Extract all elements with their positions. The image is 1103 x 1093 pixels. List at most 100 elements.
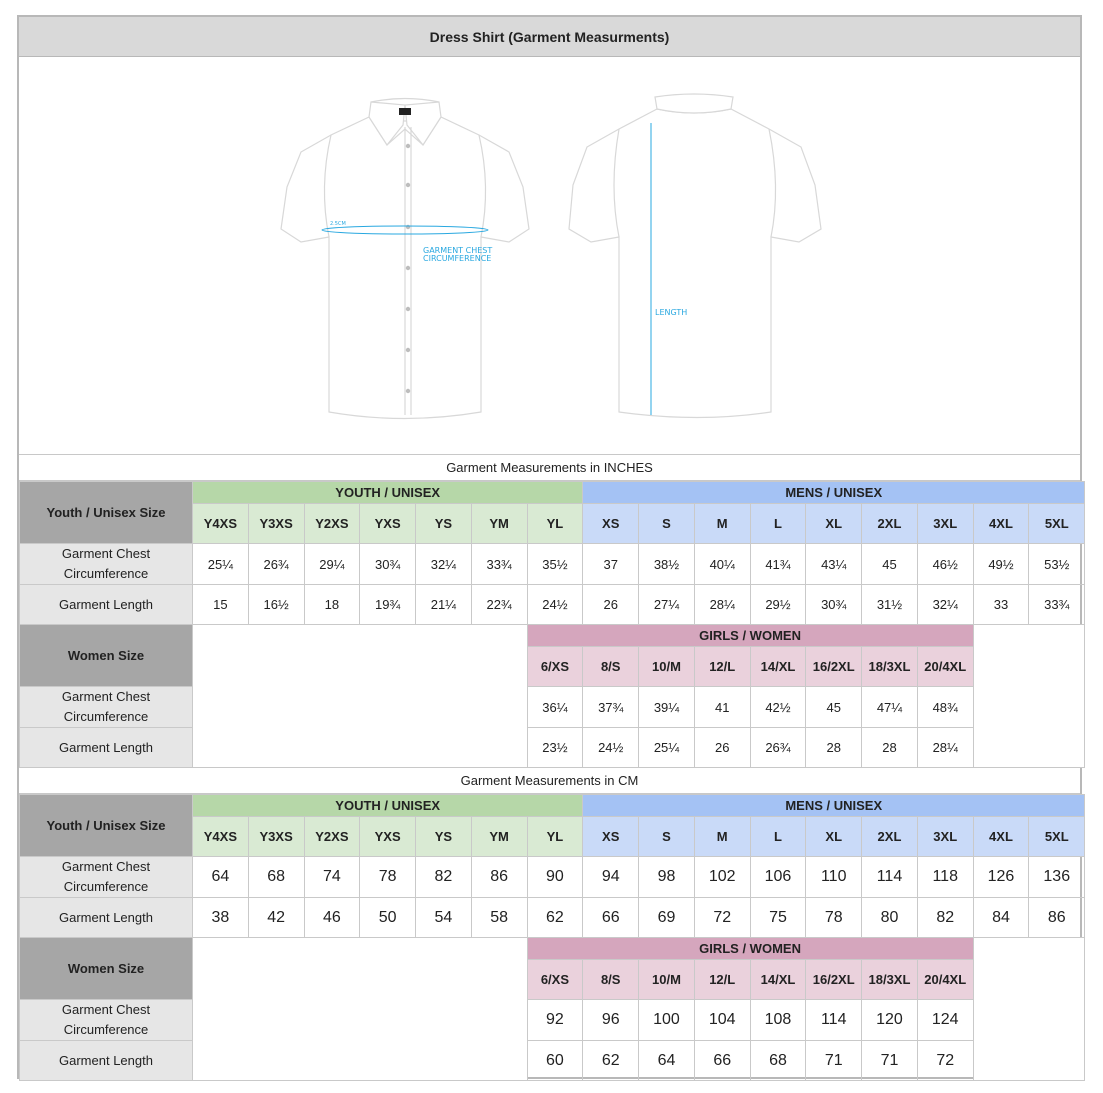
women-measurement-row: Garment Length 23½ 24½ 25¼ 26 26¾ 28 28 28¼	[19, 727, 1085, 768]
value-cell: 25¼	[638, 727, 695, 768]
shirt-illustration: 2.5CM GARMENT CHEST CIRCUMFERENCE LENGTH	[280, 93, 822, 420]
value-cell: 78	[359, 856, 416, 898]
group-header-row: Youth / Unisex Size YOUTH / UNISEX MENS / …	[19, 794, 1086, 857]
brand-logo	[399, 108, 411, 115]
row-label-line2: Circumference	[63, 879, 149, 894]
row-label-line1: Garment Length	[59, 1052, 153, 1068]
row-label: Garment Chest Circumference	[19, 686, 193, 728]
value-cell: 31½	[861, 584, 918, 625]
value-cell: 108	[749, 999, 807, 1041]
value-cell: 30¾	[359, 543, 416, 585]
value-cell: 68	[749, 1040, 807, 1081]
value-cell: 25¼	[192, 543, 249, 585]
women-size-cell: 20/4XL	[916, 959, 974, 1000]
row-label: Garment Chest Circumference	[19, 856, 193, 898]
women-size-row: 6/XS 8/S 10/M 12/L 14/XL 16/2XL 18/3XL 20/4XL	[20, 646, 1085, 687]
row-label-line1: Garment Chest	[61, 689, 151, 704]
row-label: Garment Length	[19, 584, 193, 625]
size-header-cell: Y4XS	[192, 816, 249, 857]
value-cell: 80	[861, 897, 918, 938]
size-header-cell: 3XL	[916, 503, 974, 544]
measurement-row: Garment Length 38 42 46 50 54 58 62 66 69 72 75 78 80…	[19, 897, 1086, 938]
value-cell: 126	[972, 856, 1030, 898]
length-label: LENGTH	[655, 308, 687, 317]
size-header-cell: YL	[526, 816, 584, 857]
value-cell: 124	[916, 999, 974, 1041]
youth-size-header: Youth / Unisex Size	[19, 794, 193, 857]
size-header-cell: 2XL	[861, 503, 918, 544]
women-size-cell: 14/XL	[749, 646, 807, 687]
size-header-cell: Y2XS	[303, 503, 361, 544]
value-cell: 62	[582, 1040, 640, 1081]
blank-area	[192, 937, 528, 1081]
value-cell: 26	[582, 584, 640, 625]
value-cell: 66	[693, 1040, 751, 1081]
value-cell: 86	[1028, 897, 1086, 938]
value-cell: 110	[805, 856, 863, 898]
value-cell: 30¾	[805, 584, 863, 625]
value-cell: 33	[972, 584, 1030, 625]
youth-group-header: YOUTH / UNISEX	[191, 481, 584, 504]
row-label: Garment Length	[19, 1040, 193, 1081]
women-measurement-row: Garment Chest Circumference 36¼ 37¾ 39¼ 41 42½…	[19, 686, 1085, 728]
youth-group-header: YOUTH / UNISEX	[191, 794, 584, 817]
value-cell: 28	[805, 727, 863, 768]
row-label-line2: Circumference	[63, 1022, 149, 1037]
value-cell: 50	[359, 897, 416, 938]
value-cell: 15	[192, 584, 249, 625]
size-header-cell: Y3XS	[247, 503, 305, 544]
size-header-cell: Y3XS	[247, 816, 305, 857]
row-label-line2: Circumference	[63, 566, 149, 581]
value-cell: 33¾	[470, 543, 528, 585]
value-cell: 38	[192, 897, 249, 938]
value-cell: 114	[861, 856, 918, 898]
value-cell: 26¾	[247, 543, 305, 585]
value-cell: 37¾	[582, 686, 640, 728]
value-cell: 69	[638, 897, 695, 938]
size-header-cell: YL	[526, 503, 584, 544]
value-cell: 46½	[916, 543, 974, 585]
chest-label-line2: CIRCUMFERENCE	[423, 254, 491, 263]
women-size-cell: 18/3XL	[861, 959, 918, 1000]
inches-section-title: Garment Measurements in INCHES	[19, 454, 1080, 481]
value-cell: 37	[582, 543, 640, 585]
value-cell: 100	[638, 999, 695, 1041]
size-header-cell: Y4XS	[192, 503, 249, 544]
women-size-cell: 8/S	[582, 959, 640, 1000]
value-cell: 84	[972, 897, 1030, 938]
size-header-cell: YXS	[359, 503, 416, 544]
value-cell: 26	[693, 727, 751, 768]
size-header-cell: S	[638, 503, 695, 544]
size-header-cell: YS	[415, 816, 472, 857]
size-header-cell: 3XL	[916, 816, 974, 857]
value-cell: 47¼	[861, 686, 918, 728]
youth-size-header: Youth / Unisex Size	[19, 481, 193, 544]
row-label-line1: Garment Chest	[61, 1002, 151, 1017]
women-size-cell: 10/M	[638, 646, 695, 687]
women-group-header-row: Women Size GIRLS / WOMEN	[19, 624, 1086, 768]
row-label-line1: Garment Chest	[61, 859, 151, 874]
group-header-row: Youth / Unisex Size YOUTH / UNISEX MENS / …	[19, 481, 1086, 544]
size-header-cell: 5XL	[1028, 816, 1086, 857]
value-cell: 120	[861, 999, 918, 1041]
size-header-cell: YXS	[359, 816, 416, 857]
value-cell: 36¼	[526, 686, 584, 728]
women-measurement-row: Garment Length 60 62 64 66 68 71 71 72	[19, 1040, 1085, 1081]
value-cell: 104	[693, 999, 751, 1041]
value-cell: 58	[470, 897, 528, 938]
value-cell: 16½	[247, 584, 305, 625]
value-cell: 96	[582, 999, 640, 1041]
row-label: Garment Chest Circumference	[19, 543, 193, 585]
value-cell: 86	[470, 856, 528, 898]
row-label: Garment Length	[19, 727, 193, 768]
size-header-cell: YM	[470, 816, 528, 857]
value-cell: 19¾	[359, 584, 416, 625]
blank-area	[972, 937, 1086, 1081]
size-header-cell: XL	[805, 816, 863, 857]
mens-group-header: MENS / UNISEX	[582, 481, 1086, 504]
value-cell: 98	[638, 856, 695, 898]
women-size-cell: 14/XL	[749, 959, 807, 1000]
row-label-line2: Circumference	[63, 709, 149, 724]
value-cell: 45	[861, 543, 918, 585]
women-size-cell: 12/L	[693, 646, 751, 687]
